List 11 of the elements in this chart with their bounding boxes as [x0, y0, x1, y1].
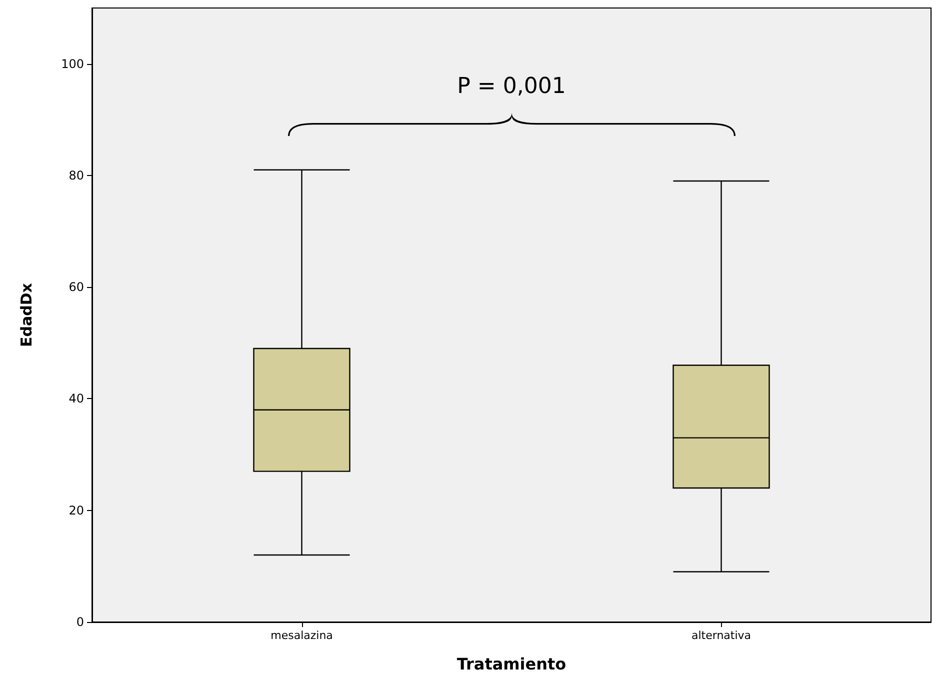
y-tick-label: 60	[68, 280, 84, 294]
y-axis-title: EdadDx	[18, 282, 36, 347]
y-tick-label: 100	[61, 56, 84, 71]
x-tick-label: mesalazina	[270, 629, 333, 642]
y-tick-label: 40	[68, 392, 84, 406]
annotation: P = 0,001	[456, 74, 567, 99]
y-tick-label: 80	[68, 168, 84, 182]
x-tick-label: alternativa	[691, 629, 752, 642]
y-tick-label: 0	[76, 615, 84, 629]
y-tick-label: 20	[68, 503, 84, 518]
x-axis-title: Tratamiento	[456, 654, 566, 674]
